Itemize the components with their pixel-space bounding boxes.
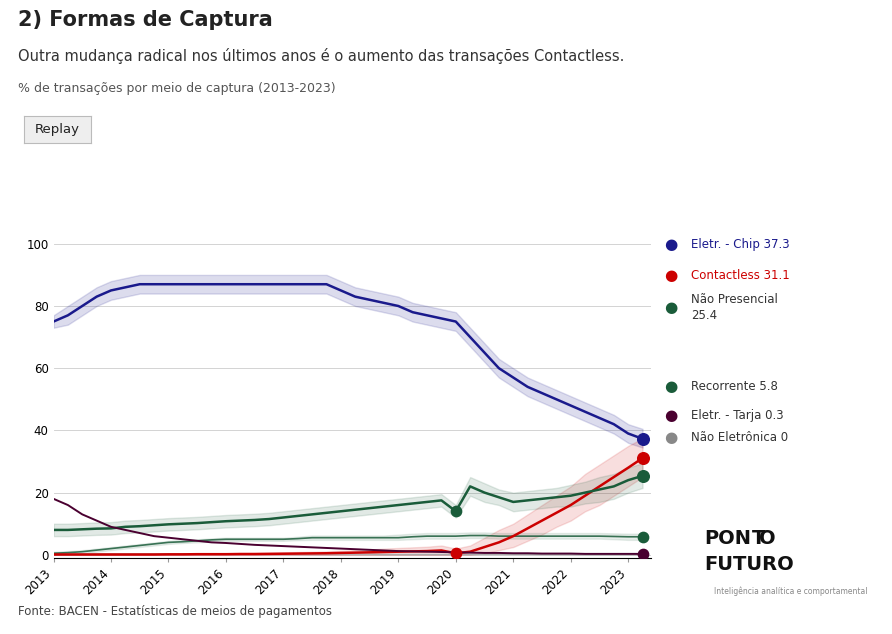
Text: ●: ● <box>665 408 678 423</box>
Text: ●: ● <box>665 268 678 283</box>
Text: Não Eletrônica 0: Não Eletrônica 0 <box>691 431 789 444</box>
Point <box>635 532 649 542</box>
Text: ●: ● <box>665 236 678 252</box>
Text: ●: ● <box>665 430 678 445</box>
Text: 25.4: 25.4 <box>691 309 717 321</box>
Text: Contactless 31.1: Contactless 31.1 <box>691 269 790 282</box>
Text: Fonte: BACEN - Estatísticas de meios de pagamentos: Fonte: BACEN - Estatísticas de meios de … <box>18 605 332 618</box>
Point <box>635 453 649 463</box>
Text: Eletr. - Chip 37.3: Eletr. - Chip 37.3 <box>691 238 790 250</box>
Text: 2) Formas de Captura: 2) Formas de Captura <box>18 10 273 30</box>
Text: PON: PON <box>705 529 752 548</box>
Point <box>635 434 649 444</box>
Text: % de transações por meio de captura (2013-2023): % de transações por meio de captura (201… <box>18 82 335 96</box>
Text: Eletr. - Tarja 0.3: Eletr. - Tarja 0.3 <box>691 409 784 422</box>
Text: FUTURO: FUTURO <box>705 555 795 574</box>
Point <box>635 549 649 559</box>
Text: Não Presencial: Não Presencial <box>691 294 778 306</box>
Point <box>449 548 463 559</box>
Text: ●: ● <box>665 379 678 394</box>
Text: Inteligência analítica e comportamental: Inteligência analítica e comportamental <box>714 586 867 596</box>
Text: Replay: Replay <box>35 123 80 136</box>
Text: O: O <box>759 529 776 548</box>
Text: Outra mudança radical nos últimos anos é o aumento das transações Contactless.: Outra mudança radical nos últimos anos é… <box>18 48 624 63</box>
Text: Recorrente 5.8: Recorrente 5.8 <box>691 380 778 393</box>
Text: T: T <box>752 529 765 548</box>
Text: ●: ● <box>665 300 678 315</box>
Point <box>449 506 463 516</box>
Point <box>635 470 649 481</box>
